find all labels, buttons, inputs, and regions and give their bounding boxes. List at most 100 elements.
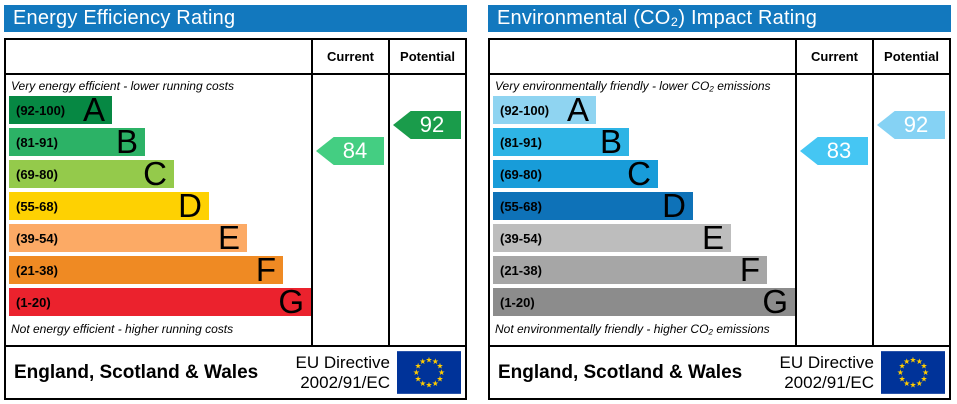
band-letter: F bbox=[739, 251, 760, 288]
band-letter: E bbox=[217, 219, 240, 256]
band-f: (21-38) F bbox=[9, 251, 283, 288]
svg-text:★: ★ bbox=[419, 379, 426, 388]
band-range: (1-20) bbox=[500, 294, 535, 310]
current-column: 83 bbox=[795, 75, 872, 345]
eu-directive-line1: EU Directive bbox=[779, 353, 874, 373]
svg-text:★: ★ bbox=[903, 357, 910, 366]
band-b: (81-91) B bbox=[493, 123, 629, 160]
svg-text:★: ★ bbox=[438, 368, 445, 377]
bands-column: Very environmentally friendly - lower CO… bbox=[490, 75, 795, 345]
svg-text:★: ★ bbox=[432, 357, 439, 366]
band-letter: B bbox=[115, 123, 138, 160]
band-e: (39-54) E bbox=[493, 219, 731, 256]
svg-text:★: ★ bbox=[910, 355, 917, 364]
potential-column: 92 bbox=[872, 75, 949, 345]
band-range: (92-100) bbox=[16, 102, 66, 118]
band-range: (39-54) bbox=[500, 230, 542, 246]
band-letter: E bbox=[701, 219, 724, 256]
bands-header-cell bbox=[490, 40, 795, 73]
environmental-impact-panel: Environmental (CO₂) Impact Rating Curren… bbox=[488, 5, 951, 400]
bottom-note: Not energy efficient - higher running co… bbox=[11, 322, 234, 336]
potential-rating-arrow: 92 bbox=[393, 111, 461, 139]
band-letter: B bbox=[599, 123, 622, 160]
band-e: (39-54) E bbox=[9, 219, 247, 256]
band-letter: D bbox=[178, 187, 202, 224]
table-body: Very energy efficient - lower running co… bbox=[6, 75, 465, 345]
bands-header-cell bbox=[6, 40, 311, 73]
eu-directive-label: EU Directive 2002/91/EC bbox=[780, 353, 881, 391]
potential-rating-value: 92 bbox=[419, 112, 445, 137]
svg-text:★: ★ bbox=[419, 357, 426, 366]
svg-text:★: ★ bbox=[897, 368, 904, 377]
band-range: (55-68) bbox=[16, 198, 58, 214]
energy-rating-table: Current Potential Very energy efficient … bbox=[4, 38, 467, 400]
current-column: 84 bbox=[311, 75, 388, 345]
svg-text:★: ★ bbox=[916, 357, 923, 366]
energy-efficiency-panel: Energy Efficiency Rating Current Potenti… bbox=[4, 5, 467, 400]
current-column-header: Current bbox=[795, 40, 872, 73]
table-footer: England, Scotland & Wales EU Directive 2… bbox=[490, 345, 949, 398]
potential-column-header: Potential bbox=[388, 40, 465, 73]
band-letter: C bbox=[143, 155, 167, 192]
table-footer: England, Scotland & Wales EU Directive 2… bbox=[6, 345, 465, 398]
svg-text:★: ★ bbox=[903, 379, 910, 388]
current-rating-value: 83 bbox=[826, 138, 852, 163]
table-header-row: Current Potential bbox=[6, 40, 465, 75]
band-letter: G bbox=[762, 283, 788, 320]
top-note: Very energy efficient - lower running co… bbox=[11, 79, 234, 93]
bands-column: Very energy efficient - lower running co… bbox=[6, 75, 311, 345]
band-g: (1-20) G bbox=[493, 283, 795, 320]
band-g: (1-20) G bbox=[9, 283, 311, 320]
svg-text:★: ★ bbox=[426, 355, 433, 364]
band-letter: A bbox=[566, 91, 589, 128]
environmental-rating-table: Current Potential Very environmentally f… bbox=[488, 38, 951, 400]
energy-title-bar: Energy Efficiency Rating bbox=[4, 5, 467, 32]
eu-directive-line2: 2002/91/EC bbox=[784, 372, 874, 392]
table-header-row: Current Potential bbox=[490, 40, 949, 75]
svg-text:★: ★ bbox=[413, 368, 420, 377]
top-note: Very environmentally friendly - lower CO… bbox=[495, 79, 771, 93]
svg-text:★: ★ bbox=[436, 374, 443, 383]
band-range: (81-91) bbox=[16, 134, 58, 150]
svg-text:★: ★ bbox=[910, 381, 917, 390]
band-range: (81-91) bbox=[500, 134, 542, 150]
svg-text:★: ★ bbox=[916, 379, 923, 388]
band-range: (69-80) bbox=[500, 166, 542, 182]
current-rating-value: 84 bbox=[342, 138, 368, 163]
band-range: (1-20) bbox=[16, 294, 51, 310]
band-d: (55-68) D bbox=[9, 187, 209, 224]
band-c: (69-80) C bbox=[493, 155, 658, 192]
band-range: (21-38) bbox=[16, 262, 58, 278]
potential-column-header: Potential bbox=[872, 40, 949, 73]
bottom-note: Not environmentally friendly - higher CO… bbox=[495, 322, 770, 336]
band-a: (92-100) A bbox=[493, 91, 596, 128]
eu-directive-label: EU Directive 2002/91/EC bbox=[296, 353, 397, 391]
band-letter: D bbox=[662, 187, 686, 224]
band-b: (81-91) B bbox=[9, 123, 145, 160]
band-letter: G bbox=[278, 283, 304, 320]
current-rating-arrow: 84 bbox=[316, 137, 384, 165]
svg-text:★: ★ bbox=[920, 362, 927, 371]
band-range: (21-38) bbox=[500, 262, 542, 278]
eu-directive-line2: 2002/91/EC bbox=[300, 372, 390, 392]
environmental-title-bar: Environmental (CO₂) Impact Rating bbox=[488, 5, 951, 32]
potential-rating-arrow: 92 bbox=[877, 111, 945, 139]
svg-text:★: ★ bbox=[922, 368, 929, 377]
band-letter: A bbox=[82, 91, 105, 128]
region-label: England, Scotland & Wales bbox=[498, 361, 743, 383]
potential-column: 92 bbox=[388, 75, 465, 345]
band-d: (55-68) D bbox=[493, 187, 693, 224]
eu-directive-line1: EU Directive bbox=[295, 353, 390, 373]
band-letter: C bbox=[627, 155, 651, 192]
svg-text:★: ★ bbox=[415, 362, 422, 371]
current-column-header: Current bbox=[311, 40, 388, 73]
potential-rating-value: 92 bbox=[903, 112, 929, 137]
svg-text:★: ★ bbox=[920, 374, 927, 383]
svg-text:★: ★ bbox=[432, 379, 439, 388]
current-rating-arrow: 83 bbox=[800, 137, 868, 165]
band-letter: F bbox=[255, 251, 276, 288]
panel-title: Environmental (CO₂) Impact Rating bbox=[497, 7, 818, 29]
band-c: (69-80) C bbox=[9, 155, 174, 192]
svg-text:★: ★ bbox=[436, 362, 443, 371]
band-range: (55-68) bbox=[500, 198, 542, 214]
